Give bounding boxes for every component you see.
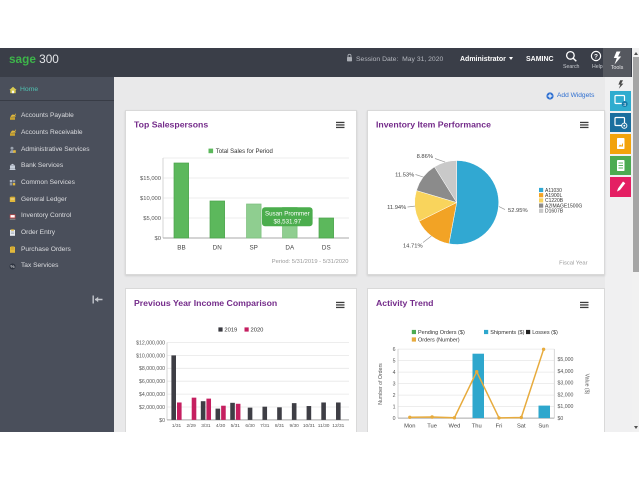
svg-text:$6,000,000: $6,000,000 (139, 379, 165, 385)
svg-text:0: 0 (393, 416, 396, 422)
svg-text:Tue: Tue (427, 423, 437, 429)
svg-text:C1220B: C1220B (545, 198, 564, 204)
svg-text:$2,000: $2,000 (558, 392, 574, 398)
svg-text:D1607B: D1607B (545, 209, 564, 215)
svg-text:?: ? (594, 53, 598, 60)
svg-text:$0: $0 (558, 416, 564, 422)
svg-text:1/31: 1/31 (172, 422, 182, 428)
svg-text:5/31: 5/31 (231, 422, 241, 428)
svg-text:Sun: Sun (538, 423, 548, 429)
svg-text:BB: BB (177, 245, 185, 252)
svg-text:11.53%: 11.53% (395, 173, 414, 179)
svg-text:11/30: 11/30 (318, 422, 330, 428)
svg-text:11.94%: 11.94% (387, 205, 406, 211)
svg-text:2019: 2019 (224, 327, 237, 333)
svg-text:2/29: 2/29 (187, 422, 197, 428)
svg-text:$12,000,000: $12,000,000 (136, 340, 165, 346)
svg-text:2020: 2020 (251, 327, 264, 333)
svg-text:Total Sales for Period: Total Sales for Period (216, 149, 273, 155)
svg-text:$5,000: $5,000 (143, 216, 161, 222)
svg-text:Activity Trend: Activity Trend (376, 298, 433, 308)
svg-text:Fri: Fri (496, 423, 503, 429)
svg-text:Pending Orders ($): Pending Orders ($) (418, 330, 465, 336)
svg-text:A2IMAGE1500G: A2IMAGE1500G (545, 203, 582, 209)
svg-text:$8,531.97: $8,531.97 (274, 218, 302, 225)
svg-text:A11030: A11030 (545, 188, 562, 194)
svg-text:4: 4 (393, 370, 396, 376)
svg-text:8.86%: 8.86% (417, 154, 433, 160)
svg-text:Thu: Thu (472, 423, 482, 429)
svg-text:$4,000,000: $4,000,000 (139, 392, 165, 398)
svg-text:$15,000: $15,000 (140, 176, 161, 182)
svg-text:DS: DS (322, 245, 331, 252)
svg-text:$5,000: $5,000 (558, 357, 574, 363)
svg-text:Orders (Number): Orders (Number) (418, 337, 460, 343)
svg-text:8/31: 8/31 (275, 422, 285, 428)
svg-text:3: 3 (623, 102, 626, 108)
svg-text:5: 5 (393, 358, 396, 364)
svg-text:9/30: 9/30 (290, 422, 300, 428)
svg-text:Wed: Wed (448, 423, 460, 429)
svg-text:Number of Orders: Number of Orders (378, 362, 384, 404)
svg-text:52.95%: 52.95% (508, 208, 528, 214)
svg-text:12/31: 12/31 (332, 422, 344, 428)
svg-text:3/31: 3/31 (201, 422, 211, 428)
svg-text:Previous Year Income Compariso: Previous Year Income Comparison (134, 298, 277, 308)
svg-text:14.71%: 14.71% (403, 243, 423, 249)
svg-text:Sat: Sat (517, 423, 526, 429)
svg-text:Mon: Mon (404, 423, 415, 429)
svg-text:DA: DA (285, 245, 295, 252)
svg-text:4/30: 4/30 (216, 422, 226, 428)
svg-text:6/30: 6/30 (245, 422, 255, 428)
svg-text:$0: $0 (159, 417, 165, 423)
svg-text:6: 6 (393, 347, 396, 353)
svg-text:$4,000: $4,000 (558, 368, 574, 374)
svg-text:Value ($): Value ($) (584, 373, 590, 394)
svg-text:Inventory Item Performance: Inventory Item Performance (376, 119, 491, 129)
svg-text:$10,000: $10,000 (140, 196, 161, 202)
svg-text:A1900L: A1900L (545, 193, 562, 199)
svg-text:DN: DN (213, 245, 223, 252)
svg-text:$8,000,000: $8,000,000 (139, 366, 165, 372)
svg-text:Period: 5/31/2019 - 5/31/2020: Period: 5/31/2019 - 5/31/2020 (272, 259, 349, 265)
svg-text:Top Salespersons: Top Salespersons (134, 119, 208, 129)
svg-text:$2,000,000: $2,000,000 (139, 404, 165, 410)
svg-text:2: 2 (393, 393, 396, 399)
svg-text:$3,000: $3,000 (558, 380, 574, 386)
svg-text:Losses ($): Losses ($) (532, 330, 558, 336)
svg-text:$0: $0 (155, 236, 161, 242)
svg-text:Shipments ($): Shipments ($) (490, 330, 524, 336)
svg-text:$10,000,000: $10,000,000 (136, 353, 165, 359)
svg-text:$1,000: $1,000 (558, 404, 574, 410)
svg-text:1: 1 (393, 404, 396, 410)
svg-text:7/31: 7/31 (260, 422, 270, 428)
svg-text:10/31: 10/31 (303, 422, 315, 428)
svg-text:3: 3 (393, 381, 396, 387)
svg-text:Susan Prommer: Susan Prommer (265, 211, 310, 218)
svg-text:SP: SP (249, 245, 257, 252)
svg-text:Fiscal Year: Fiscal Year (559, 260, 587, 266)
svg-text:%: % (10, 264, 14, 269)
